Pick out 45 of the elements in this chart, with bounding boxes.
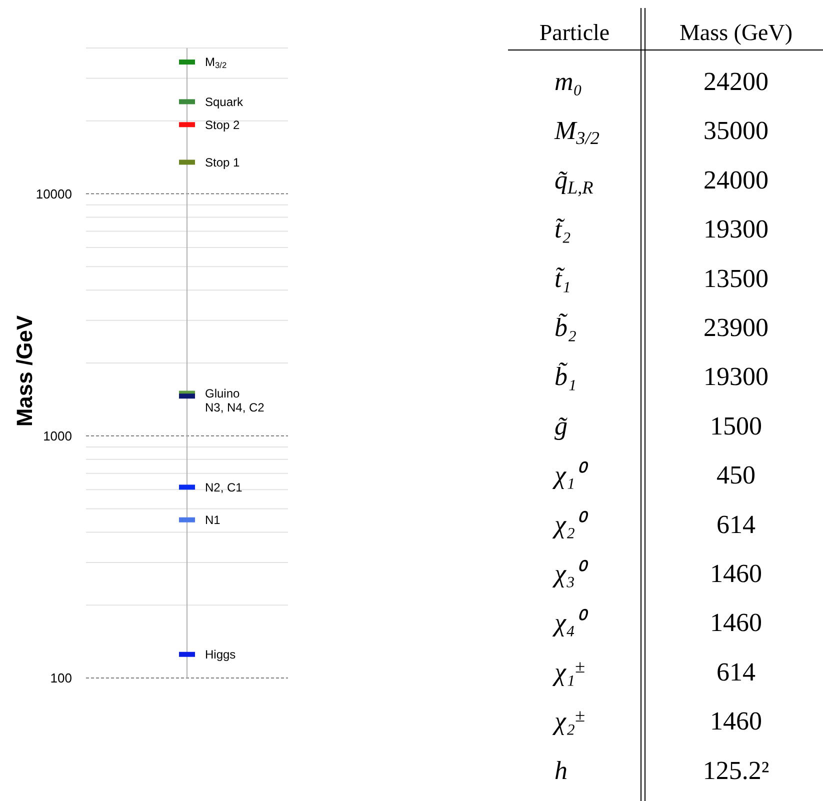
- text: 1500: [710, 411, 762, 440]
- text: q̃$_{L,R}$: [554, 165, 594, 197]
- text: h: [554, 756, 568, 785]
- text: Mass (GeV): [679, 20, 793, 45]
- text: 19300: [704, 362, 768, 392]
- y-axis-title: Mass /GeV: [12, 315, 37, 427]
- y-tick-label: 100: [50, 670, 72, 686]
- text: 614: [716, 657, 756, 686]
- text: t̃₁: [554, 264, 571, 293]
- series-label: N2, C1: [205, 480, 243, 494]
- text: 24200: [704, 67, 768, 96]
- text: m₀: [554, 67, 582, 96]
- text: 19300: [704, 214, 768, 244]
- text: χ₁⁰: [552, 460, 589, 490]
- y-tick-label: 1000: [43, 428, 72, 444]
- text: 125.2²: [702, 756, 770, 785]
- text: 1460: [710, 706, 762, 736]
- text: χ₂⁰: [552, 510, 589, 539]
- text: 1460: [710, 559, 762, 588]
- text: 35000: [704, 116, 768, 146]
- text: 13500: [704, 264, 768, 293]
- text: b̃₂: [554, 312, 577, 342]
- text: Particle: [539, 20, 610, 45]
- text: b̃₁: [554, 362, 577, 392]
- series-label: N3, N4, C2: [205, 400, 265, 414]
- series-label: Gluino: [205, 386, 240, 400]
- series-label: Higgs: [205, 648, 236, 662]
- text: 1460: [710, 608, 762, 638]
- text: t̃₂: [554, 214, 571, 244]
- text: 23900: [704, 313, 768, 342]
- series-label: Stop 2: [205, 118, 240, 132]
- text: χ₃⁰: [552, 559, 589, 588]
- text: χ₄⁰: [552, 608, 589, 638]
- text: g̃: [554, 411, 568, 440]
- series-label: N1: [205, 513, 221, 528]
- text: χ₁$^{±}$: [552, 656, 585, 686]
- text: 614: [716, 510, 756, 539]
- text: χ₂$^{±}$: [552, 706, 585, 736]
- series-label: Stop 1: [205, 155, 240, 170]
- text: 450: [716, 460, 756, 490]
- series-label: M$_{3/2}$: [205, 55, 227, 70]
- text: M$_{3/2}$: [554, 116, 600, 148]
- y-tick-label: 10000: [36, 186, 72, 202]
- series-label: Squark: [205, 94, 244, 109]
- text: 24000: [704, 165, 768, 194]
